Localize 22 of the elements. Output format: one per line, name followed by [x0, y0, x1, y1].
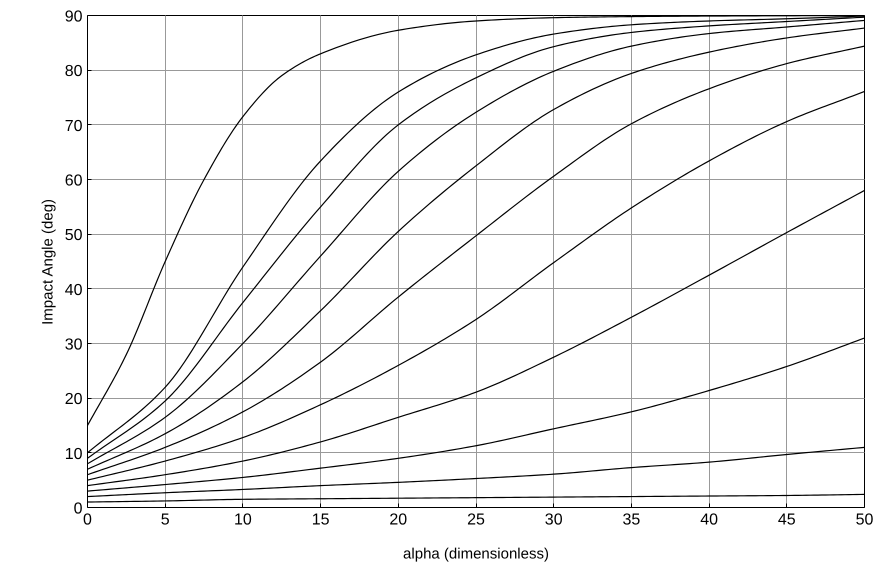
x-tick-label: 20 [389, 512, 408, 528]
y-tick-label: 60 [64, 172, 83, 190]
y-tick-label: 30 [64, 336, 83, 354]
x-tick-label: 45 [778, 512, 796, 528]
x-axis-title: alpha (dimensionless) [403, 546, 549, 562]
y-tick-label: 0 [74, 500, 83, 518]
y-tick-label: 10 [64, 446, 83, 463]
y-axis-title: Impact Angle (deg) [40, 198, 57, 325]
x-tick-label: 50 [856, 512, 874, 528]
x-tick-label: 15 [312, 512, 330, 528]
y-tick-label: 90 [64, 8, 83, 26]
y-tick-label: 20 [64, 391, 83, 408]
x-tick-label: 5 [160, 512, 170, 528]
y-tick-label: 70 [64, 118, 83, 135]
x-tick-label: 40 [700, 512, 718, 528]
x-tick-label: 25 [467, 512, 485, 528]
x-tick-label: 35 [622, 512, 640, 528]
y-tick-label: 40 [64, 282, 83, 299]
x-tick-label: 30 [544, 512, 563, 528]
y-tick-label: 80 [64, 63, 83, 80]
x-tick-label: 10 [234, 512, 252, 528]
y-tick-label: 50 [64, 227, 83, 244]
